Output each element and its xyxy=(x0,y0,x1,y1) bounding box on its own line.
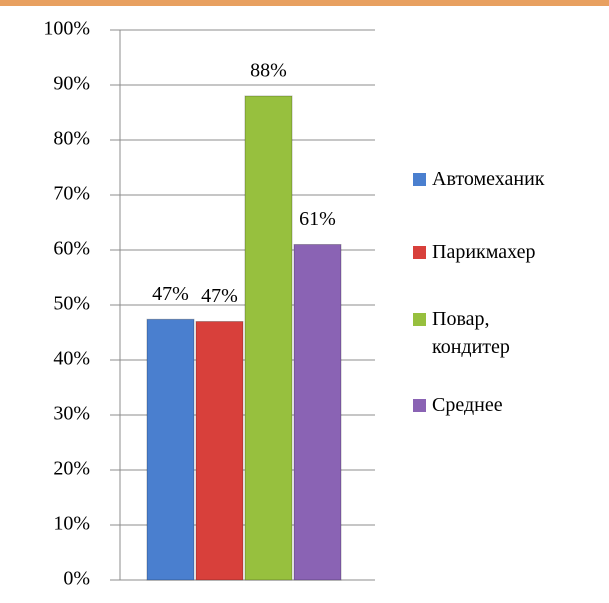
y-tick-label: 80% xyxy=(53,128,90,150)
legend-swatch xyxy=(413,246,426,259)
legend-item: Парикмахер xyxy=(413,238,557,266)
y-tick-label: 60% xyxy=(53,238,90,260)
y-tick-label: 10% xyxy=(53,513,90,535)
y-tick-label: 100% xyxy=(43,18,90,40)
y-tick-label: 50% xyxy=(53,293,90,315)
bar xyxy=(293,244,342,581)
legend-item: Автомеханик xyxy=(413,165,557,193)
y-tick-label: 30% xyxy=(53,403,90,425)
legend-label: Среднее xyxy=(432,394,503,416)
y-tick-label: 0% xyxy=(63,568,90,590)
y-tick-label: 20% xyxy=(53,458,90,480)
legend-item: Среднее xyxy=(413,391,557,419)
legend-label: Автомеханик xyxy=(432,168,545,190)
legend-swatch xyxy=(413,399,426,412)
bar xyxy=(195,321,244,581)
y-tick-label: 70% xyxy=(53,183,90,205)
legend-swatch xyxy=(413,173,426,186)
bar xyxy=(244,95,293,581)
legend-label: Повар, кондитер xyxy=(432,308,510,358)
value-label: 88% xyxy=(250,60,287,82)
value-label: 61% xyxy=(299,208,336,230)
legend-item: Повар, кондитер xyxy=(413,305,557,361)
top-decoration xyxy=(0,0,609,6)
y-tick-label: 90% xyxy=(53,73,90,95)
bar xyxy=(146,318,195,581)
value-label: 47% xyxy=(152,283,189,305)
legend-swatch xyxy=(413,313,426,326)
legend-label: Парикмахер xyxy=(432,241,536,263)
y-tick-label: 40% xyxy=(53,348,90,370)
value-label: 47% xyxy=(201,285,238,307)
